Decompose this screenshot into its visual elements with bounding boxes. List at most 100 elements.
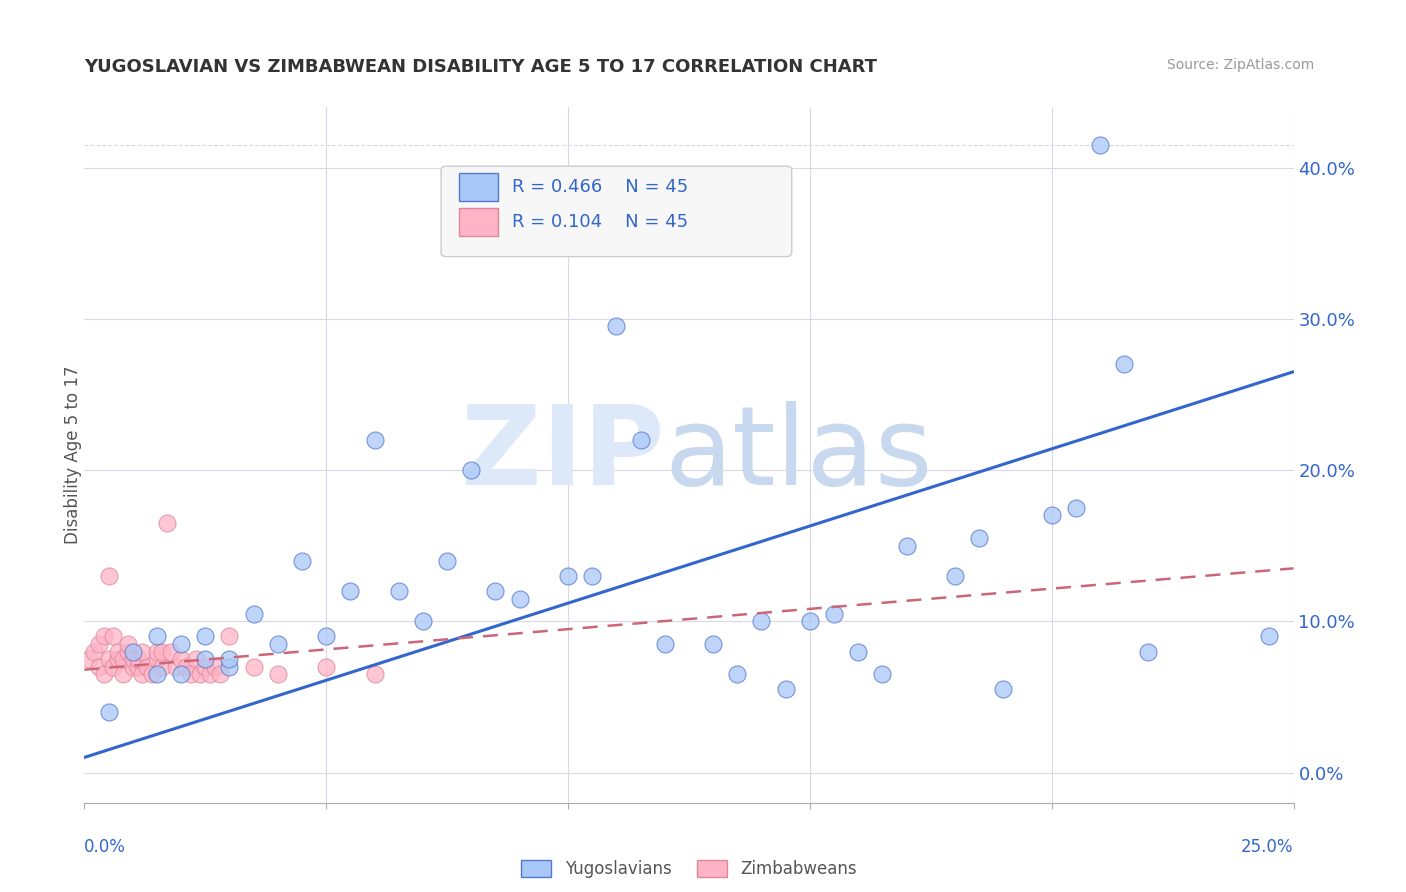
- Point: [751, 615, 773, 629]
- Point: [943, 569, 966, 583]
- Point: [77, 652, 100, 666]
- Point: [180, 667, 202, 681]
- Point: [218, 652, 240, 666]
- Point: [83, 644, 105, 658]
- Point: [605, 319, 627, 334]
- Point: [141, 667, 163, 681]
- Point: [184, 652, 207, 666]
- Text: ZIP: ZIP: [461, 401, 665, 508]
- Point: [170, 667, 193, 681]
- Point: [165, 659, 187, 673]
- Point: [127, 659, 149, 673]
- Text: R = 0.104    N = 45: R = 0.104 N = 45: [512, 213, 689, 231]
- Point: [557, 569, 579, 583]
- Point: [967, 531, 990, 545]
- Point: [242, 607, 264, 621]
- Point: [799, 615, 821, 629]
- Point: [872, 667, 894, 681]
- Point: [315, 659, 337, 673]
- Point: [190, 667, 212, 681]
- Point: [112, 652, 135, 666]
- Point: [204, 659, 226, 673]
- Point: [1064, 500, 1087, 515]
- Point: [388, 584, 411, 599]
- Point: [436, 554, 458, 568]
- Text: R = 0.466    N = 45: R = 0.466 N = 45: [512, 178, 689, 196]
- Point: [267, 637, 290, 651]
- Point: [208, 667, 231, 681]
- Point: [460, 463, 482, 477]
- Point: [630, 433, 652, 447]
- Point: [339, 584, 361, 599]
- Text: 25.0%: 25.0%: [1241, 838, 1294, 855]
- Point: [198, 667, 221, 681]
- Point: [291, 554, 314, 568]
- Point: [155, 516, 177, 530]
- Point: [315, 629, 337, 643]
- Point: [509, 591, 531, 606]
- Point: [823, 607, 845, 621]
- Point: [103, 629, 125, 643]
- Point: [127, 652, 149, 666]
- FancyBboxPatch shape: [441, 166, 792, 257]
- Point: [146, 644, 169, 658]
- Point: [1114, 357, 1136, 371]
- Point: [150, 644, 173, 658]
- Point: [121, 644, 143, 658]
- Point: [97, 705, 120, 719]
- Point: [112, 667, 135, 681]
- Point: [896, 539, 918, 553]
- Point: [218, 629, 240, 643]
- Point: [121, 659, 143, 673]
- Point: [1137, 644, 1160, 658]
- Point: [146, 629, 169, 643]
- Point: [725, 667, 748, 681]
- Point: [702, 637, 724, 651]
- Point: [174, 659, 197, 673]
- Point: [136, 659, 159, 673]
- Text: 0.0%: 0.0%: [84, 838, 127, 855]
- Point: [103, 659, 125, 673]
- Point: [121, 652, 143, 666]
- Point: [131, 667, 153, 681]
- Point: [107, 652, 129, 666]
- Point: [654, 637, 676, 651]
- Text: Source: ZipAtlas.com: Source: ZipAtlas.com: [1167, 58, 1315, 72]
- Text: atlas: atlas: [665, 401, 934, 508]
- Point: [1088, 137, 1111, 152]
- Point: [131, 644, 153, 658]
- Point: [93, 629, 115, 643]
- Point: [363, 667, 385, 681]
- Point: [170, 652, 193, 666]
- Point: [117, 637, 139, 651]
- FancyBboxPatch shape: [460, 208, 498, 235]
- Point: [1040, 508, 1063, 523]
- Point: [160, 644, 183, 658]
- Point: [97, 652, 120, 666]
- Point: [484, 584, 506, 599]
- Point: [97, 569, 120, 583]
- Point: [117, 644, 139, 658]
- Text: YUGOSLAVIAN VS ZIMBABWEAN DISABILITY AGE 5 TO 17 CORRELATION CHART: YUGOSLAVIAN VS ZIMBABWEAN DISABILITY AGE…: [84, 58, 877, 76]
- FancyBboxPatch shape: [460, 173, 498, 201]
- Point: [267, 667, 290, 681]
- Point: [87, 637, 110, 651]
- Point: [581, 569, 603, 583]
- Point: [218, 659, 240, 673]
- Point: [775, 682, 797, 697]
- Point: [150, 659, 173, 673]
- Y-axis label: Disability Age 5 to 17: Disability Age 5 to 17: [65, 366, 82, 544]
- Legend: Yugoslavians, Zimbabweans: Yugoslavians, Zimbabweans: [515, 854, 863, 885]
- Point: [242, 659, 264, 673]
- Point: [993, 682, 1015, 697]
- Point: [107, 644, 129, 658]
- Point: [146, 667, 169, 681]
- Point: [1258, 629, 1281, 643]
- Point: [363, 433, 385, 447]
- Point: [170, 637, 193, 651]
- Point: [412, 615, 434, 629]
- Point: [146, 652, 169, 666]
- Point: [194, 629, 217, 643]
- Point: [846, 644, 869, 658]
- Point: [93, 667, 115, 681]
